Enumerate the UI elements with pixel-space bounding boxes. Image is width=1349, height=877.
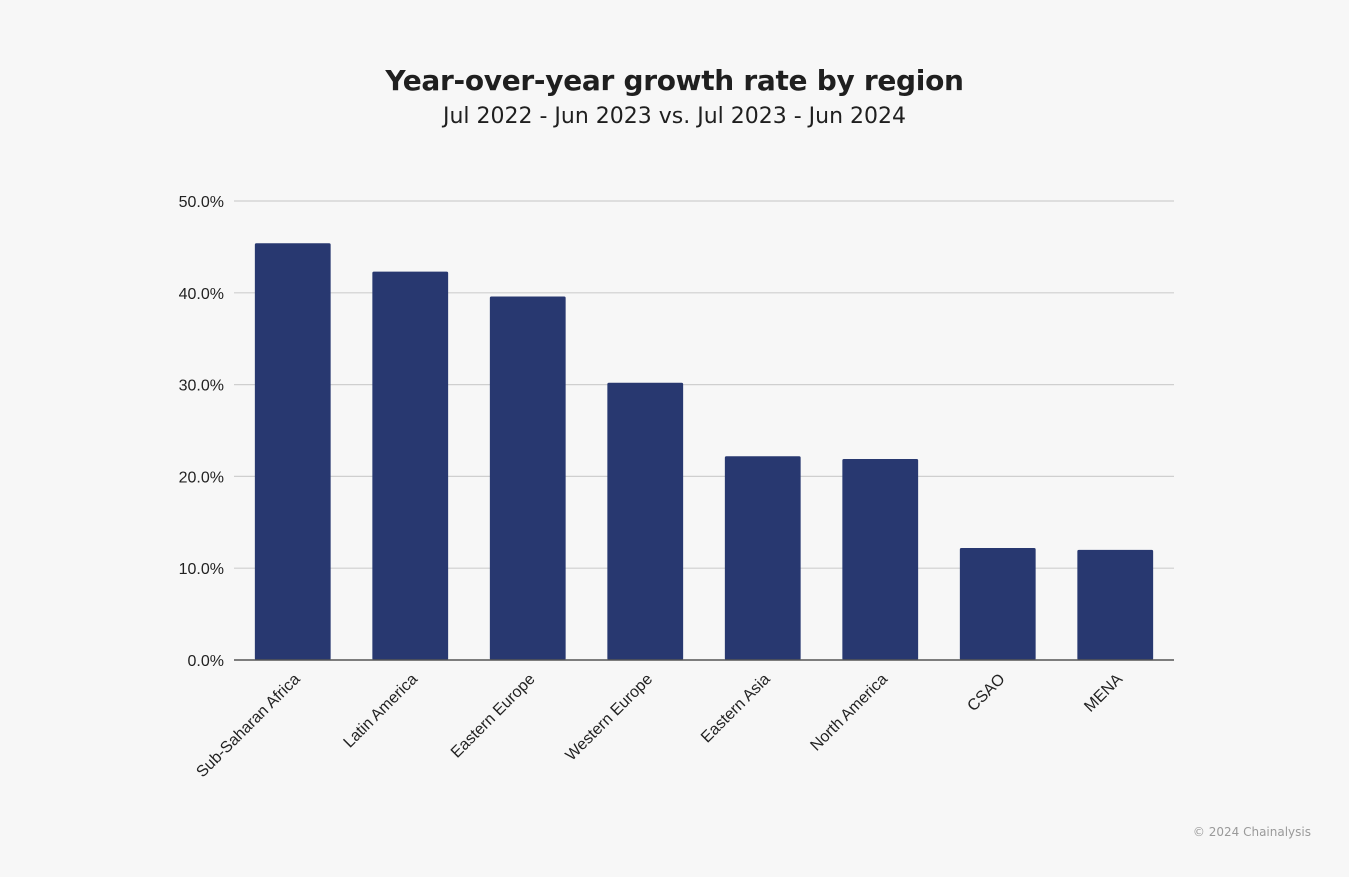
- chart-subtitle: Jul 2022 - Jun 2023 vs. Jul 2023 - Jun 2…: [442, 104, 907, 129]
- bar: [724, 456, 801, 660]
- bar: [254, 243, 331, 660]
- x-tick-label: Sub-Saharan Africa: [193, 671, 303, 781]
- bar: [959, 548, 1036, 660]
- x-tick-label: Eastern Asia: [698, 671, 774, 747]
- x-tick-label: MENA: [1081, 671, 1126, 716]
- chart-title: Year-over-year growth rate by region: [385, 64, 964, 97]
- bar: [1077, 549, 1154, 660]
- y-tick-label: 0.0%: [188, 653, 224, 670]
- bar: [842, 458, 919, 660]
- y-tick-label: 20.0%: [179, 469, 224, 486]
- y-tick-label: 50.0%: [179, 194, 224, 211]
- bar: [489, 296, 566, 660]
- bars: [254, 243, 1154, 660]
- y-tick-label: 30.0%: [179, 378, 224, 395]
- x-tick-label: CSAO: [964, 671, 1008, 715]
- bar: [607, 382, 684, 660]
- x-tick-label: Eastern Europe: [448, 671, 539, 762]
- x-tick-label: Western Europe: [563, 671, 657, 765]
- bar: [372, 271, 449, 660]
- y-tick-label: 10.0%: [179, 561, 224, 578]
- x-tick-label: North America: [807, 671, 891, 755]
- x-tick-label: Latin America: [341, 671, 422, 752]
- y-tick-label: 40.0%: [179, 286, 224, 303]
- copyright-footer: © 2024 Chainalysis: [1192, 825, 1311, 839]
